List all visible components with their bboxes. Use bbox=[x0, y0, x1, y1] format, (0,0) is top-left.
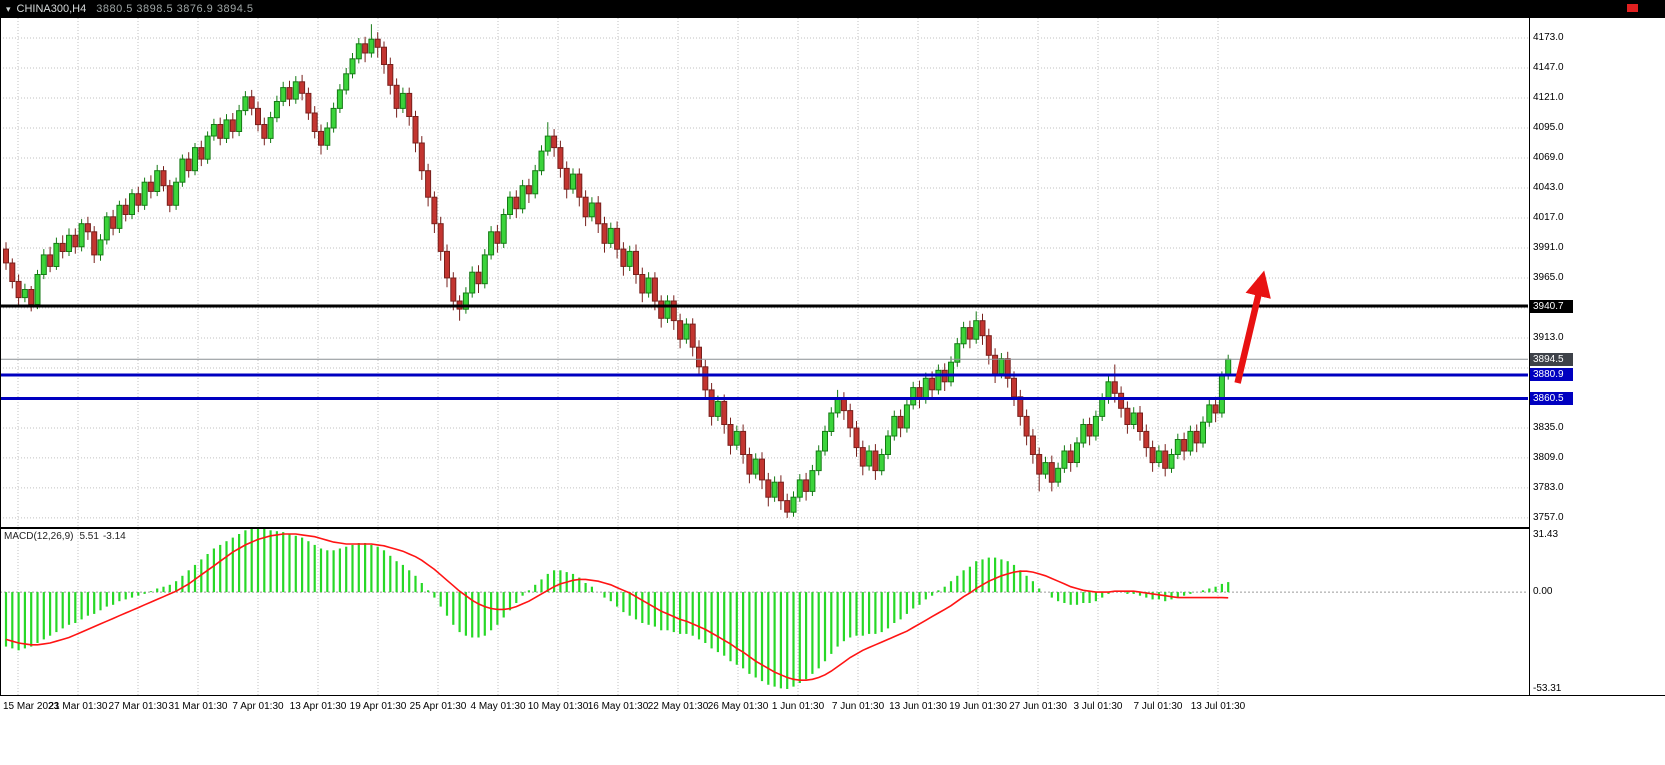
price-tick-label: 4121.0 bbox=[1533, 92, 1564, 103]
chart-title-bar: ▾ CHINA300,H4 3880.5 3898.5 3876.9 3894.5 bbox=[0, 0, 1665, 18]
price-chart[interactable] bbox=[0, 18, 1530, 527]
price-tick-label: 3913.0 bbox=[1533, 332, 1564, 343]
pane-divider[interactable] bbox=[0, 527, 1665, 529]
time-axis[interactable]: 15 Mar 2023 21 Mar 01:30 27 Mar 01:30 31 Ma… bbox=[0, 695, 1665, 765]
candles bbox=[3, 24, 1232, 518]
price-tick-label: 3835.0 bbox=[1533, 422, 1564, 433]
price-tick-label: 3991.0 bbox=[1533, 242, 1564, 253]
price-badge: 3880.9 bbox=[1530, 368, 1573, 381]
time-tick-label: 7 Apr 01:30 bbox=[232, 701, 284, 712]
price-tick-label: 3809.0 bbox=[1533, 452, 1564, 463]
time-tick-label: 3 Jul 01:30 bbox=[1073, 701, 1123, 712]
horizontal-levels[interactable] bbox=[0, 304, 1528, 400]
alert-marker bbox=[1627, 4, 1638, 12]
time-tick-label: 25 Apr 01:30 bbox=[409, 701, 467, 712]
time-tick-label: 22 May 01:30 bbox=[647, 701, 709, 712]
price-tick-label: 4095.0 bbox=[1533, 122, 1564, 133]
plot-border-right bbox=[1529, 18, 1530, 695]
price-tick-label: 4173.0 bbox=[1533, 32, 1564, 43]
trend-arrow[interactable] bbox=[1234, 270, 1271, 384]
price-chart-canvas[interactable] bbox=[0, 18, 1530, 527]
price-tick-label: 3783.0 bbox=[1533, 482, 1564, 493]
time-tick-label: 10 May 01:30 bbox=[527, 701, 589, 712]
price-grid bbox=[0, 18, 1528, 527]
macd-axis-label: 31.43 bbox=[1533, 529, 1559, 540]
macd-axis-label: 0.00 bbox=[1533, 586, 1553, 597]
price-tick-label: 3965.0 bbox=[1533, 272, 1564, 283]
macd-histogram bbox=[4, 529, 1230, 689]
time-tick-label: 7 Jul 01:30 bbox=[1133, 701, 1183, 712]
time-tick-label: 31 Mar 01:30 bbox=[168, 701, 228, 712]
indicator-name: MACD(12,26,9) bbox=[4, 531, 74, 542]
time-tick-label: 16 May 01:30 bbox=[587, 701, 649, 712]
time-tick-label: 13 Jul 01:30 bbox=[1190, 701, 1246, 712]
price-badge: 3940.7 bbox=[1530, 300, 1573, 313]
time-tick-label: 27 Jun 01:30 bbox=[1009, 701, 1067, 712]
indicator-main-value: 5.51 bbox=[79, 531, 99, 542]
macd-signal-line bbox=[5, 533, 1229, 681]
time-tick-label: 4 May 01:30 bbox=[470, 701, 526, 712]
indicator-signal-value: -3.14 bbox=[102, 531, 126, 542]
time-tick-label: 19 Apr 01:30 bbox=[349, 701, 407, 712]
price-tick-label: 4017.0 bbox=[1533, 212, 1564, 223]
time-tick-label: 7 Jun 01:30 bbox=[831, 701, 885, 712]
macd-pane[interactable]: MACD(12,26,9) 5.51 -3.14 bbox=[0, 529, 1530, 695]
time-tick-label: 13 Apr 01:30 bbox=[289, 701, 347, 712]
price-badge: 3894.5 bbox=[1530, 353, 1573, 366]
time-tick-label: 1 Jun 01:30 bbox=[771, 701, 825, 712]
price-axis[interactable]: 4173.0 4147.0 4121.0 4095.0 4069.0 4043.0 4017… bbox=[1530, 18, 1665, 695]
macd-canvas[interactable] bbox=[0, 529, 1530, 695]
time-tick-label: 15 Mar 2023 bbox=[3, 701, 60, 712]
time-tick-label: 21 Mar 01:30 bbox=[48, 701, 108, 712]
price-tick-label: 3757.0 bbox=[1533, 512, 1564, 523]
ohlc-values: 3880.5 3898.5 3876.9 3894.5 bbox=[96, 3, 254, 15]
time-tick-label: 13 Jun 01:30 bbox=[889, 701, 947, 712]
time-tick-label: 19 Jun 01:30 bbox=[949, 701, 1007, 712]
macd-axis-label: -53.31 bbox=[1533, 683, 1562, 694]
time-tick-label: 27 Mar 01:30 bbox=[108, 701, 168, 712]
price-tick-label: 4147.0 bbox=[1533, 62, 1564, 73]
plot-border-left bbox=[0, 18, 1, 695]
macd-grid bbox=[0, 529, 1528, 695]
price-badge: 3860.5 bbox=[1530, 392, 1573, 405]
chevron-down-icon[interactable]: ▾ bbox=[6, 4, 11, 14]
price-tick-label: 4069.0 bbox=[1533, 152, 1564, 163]
indicator-label: MACD(12,26,9) 5.51 -3.14 bbox=[4, 531, 126, 542]
symbol-timeframe-label: CHINA300,H4 bbox=[16, 3, 87, 15]
time-tick-label: 26 May 01:30 bbox=[707, 701, 769, 712]
price-tick-label: 4043.0 bbox=[1533, 182, 1564, 193]
